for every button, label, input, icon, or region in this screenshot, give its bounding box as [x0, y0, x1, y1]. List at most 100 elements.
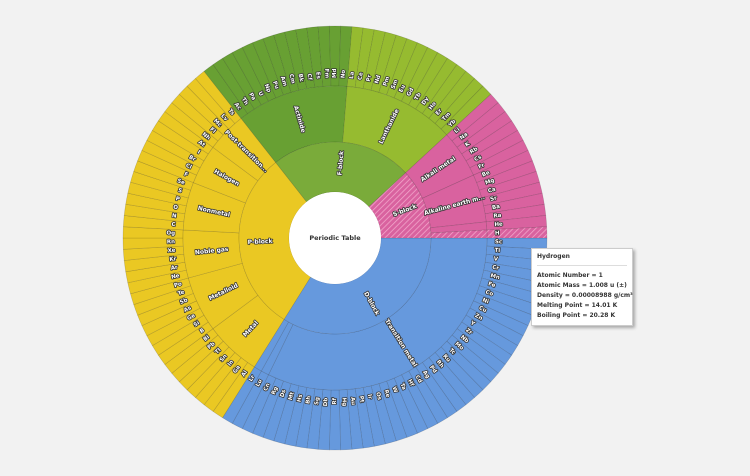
element-label-mc: Mc: [212, 118, 222, 128]
element-label-bi: Bi: [203, 334, 212, 343]
element-label-mt: Mt: [288, 391, 296, 401]
element-label-md: Md: [332, 69, 338, 78]
tooltip: Hydrogen Atomic Number = 1 Atomic Mass =…: [531, 248, 633, 326]
element-label-tb: Tb: [414, 92, 423, 102]
element-label-ac: Ac: [233, 102, 242, 112]
element-label-k: K: [464, 141, 472, 149]
element-label-lr: Lr: [248, 374, 256, 383]
element-label-er: Er: [435, 108, 444, 117]
element-label-zr: Zr: [464, 328, 473, 337]
element-label-ta: Ta: [398, 382, 406, 391]
element-label-rh: Rh: [435, 359, 445, 369]
element-label-lv: Lv: [219, 113, 228, 123]
element-label-cf: Cf: [306, 73, 313, 81]
element-label-cl: Cl: [184, 163, 192, 171]
element-label-am: Am: [279, 76, 288, 88]
element-label-ar: Ar: [170, 265, 178, 272]
element-label-he: He: [494, 222, 503, 229]
tooltip-title: Hydrogen: [537, 253, 627, 266]
element-label-at: At: [197, 140, 206, 149]
element-label-ca: Ca: [487, 187, 496, 195]
element-label-br: Br: [188, 155, 197, 164]
element-label-mn: Mn: [490, 273, 501, 281]
element-label-ag: Ag: [421, 370, 431, 380]
chart-title: Periodic Table: [309, 234, 361, 242]
element-label-bh: Bh: [305, 395, 312, 404]
element-label-rn: Rn: [167, 239, 175, 245]
element-label-eu: Eu: [398, 84, 407, 94]
element-label-pu: Pu: [271, 80, 280, 90]
center-hole[interactable]: [289, 192, 381, 284]
block-label: P-block: [248, 238, 274, 246]
element-label-cu: Cu: [478, 305, 488, 314]
element-label-te: Te: [177, 289, 186, 297]
element-label-pt: Pt: [357, 395, 364, 403]
element-label-ge: Ge: [186, 313, 196, 322]
element-label-ga: Ga: [232, 364, 242, 374]
element-label-tc: Tc: [448, 347, 457, 356]
element-label-os: Os: [374, 392, 382, 402]
element-label-c: C: [171, 222, 176, 228]
element-label-f: F: [183, 172, 189, 179]
element-label-fe: Fe: [487, 281, 496, 289]
element-label-pd: Pd: [428, 365, 438, 375]
element-label-np: Np: [263, 83, 272, 93]
tooltip-density: Density = 0.00008988 g/cm³: [537, 292, 633, 299]
element-label-u: U: [257, 91, 264, 98]
element-label-re: Re: [382, 389, 390, 399]
element-label-rb: Rb: [469, 146, 479, 155]
tooltip-atomic-number: Atomic Number = 1: [537, 272, 603, 279]
element-label-kr: Kr: [169, 256, 177, 263]
element-label-sn: Sn: [219, 353, 229, 363]
element-label-sg: Sg: [314, 397, 321, 406]
element-label-bk: Bk: [297, 73, 305, 82]
element-label-as: As: [183, 305, 193, 314]
element-label-lu: Lu: [255, 379, 264, 388]
element-label-gd: Gd: [406, 87, 415, 97]
element-label-cd: Cd: [414, 374, 423, 384]
element-label-i: I: [196, 150, 201, 156]
element-label-si: Si: [193, 320, 201, 328]
element-label-cs: Cs: [474, 154, 484, 163]
element-label-b: B: [199, 328, 206, 335]
element-label-og: Og: [166, 231, 175, 237]
element-label-ba: Ba: [492, 204, 501, 211]
element-label-mg: Mg: [484, 178, 495, 187]
element-label-co: Co: [484, 289, 494, 297]
element-label-o: O: [173, 205, 179, 212]
element-label-hs: Hs: [297, 393, 305, 403]
element-label-fm: Fm: [323, 69, 330, 79]
element-label-nd: Nd: [374, 75, 382, 85]
element-label-nh: Nh: [201, 132, 211, 142]
element-label-la: La: [349, 71, 356, 79]
element-label-y: Y: [468, 320, 476, 328]
element-label-p: P: [175, 196, 180, 203]
element-label-ru: Ru: [441, 354, 451, 364]
tooltip-melting-point: Melting Point = 14.01 K: [537, 302, 618, 309]
element-label-dy: Dy: [421, 96, 431, 106]
element-label-zn: Zn: [474, 313, 484, 322]
element-label-au: Au: [349, 397, 356, 406]
element-label-ir: Ir: [366, 394, 373, 400]
element-label-ho: Ho: [428, 101, 438, 111]
element-label-sc: Sc: [495, 239, 502, 245]
element-label-sm: Sm: [390, 79, 399, 90]
element-label-sb: Sb: [179, 297, 189, 306]
element-label-ra: Ra: [493, 213, 502, 220]
element-label-pb: Pb: [207, 341, 217, 351]
element-label-po: Po: [173, 281, 182, 289]
element-label-n: N: [171, 213, 177, 220]
tooltip-atomic-mass: Atomic Mass = 1.008 u (±): [537, 282, 627, 289]
element-label-db: Db: [323, 398, 329, 407]
element-label-sr: Sr: [490, 195, 498, 202]
element-label-ds: Ds: [279, 388, 287, 398]
element-label-v: V: [493, 256, 499, 263]
element-label-cm: Cm: [287, 73, 295, 84]
element-label-tl: Tl: [214, 347, 222, 355]
element-label-se: Se: [176, 178, 186, 186]
element-label-fl: Fl: [208, 127, 216, 135]
element-label-cr: Cr: [492, 265, 500, 272]
element-label-cn: Cn: [263, 382, 272, 392]
element-label-ts: Ts: [227, 108, 236, 117]
element-label-nb: Nb: [459, 334, 469, 344]
